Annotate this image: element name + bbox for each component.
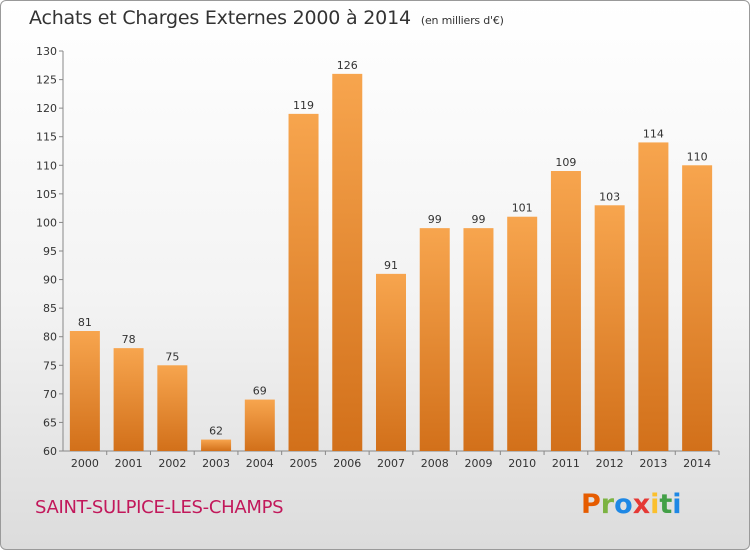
data-label: 114 (643, 127, 664, 140)
bar (594, 205, 625, 451)
y-tick-label: 105 (36, 188, 57, 201)
data-label: 119 (293, 99, 314, 112)
logo-letter: t (659, 489, 673, 520)
x-tick-label: 2004 (246, 457, 274, 470)
data-label: 103 (599, 190, 620, 203)
logo-letter: o (614, 489, 633, 520)
bars (69, 73, 713, 452)
bar (419, 228, 450, 451)
logo-letter: i (650, 489, 660, 520)
y-tick-label: 100 (36, 216, 57, 229)
bar (682, 165, 713, 452)
data-label: 78 (122, 333, 136, 346)
bar (463, 228, 494, 451)
y-tick-label: 95 (43, 245, 57, 258)
data-label: 126 (337, 59, 358, 72)
chart-title-text: Achats et Charges Externes 2000 à 2014 (29, 7, 411, 29)
data-label: 101 (512, 202, 533, 215)
y-tick-label: 75 (43, 359, 57, 372)
bar (332, 73, 363, 451)
y-tick-label: 120 (36, 102, 57, 115)
bar (376, 273, 406, 451)
data-label: 110 (687, 150, 708, 163)
x-tick-label: 2000 (71, 457, 99, 470)
data-label: 81 (78, 316, 92, 329)
chart-title: Achats et Charges Externes 2000 à 2014 (e… (29, 7, 504, 29)
y-tick-label: 60 (43, 445, 57, 458)
bar (638, 142, 669, 451)
y-tick-label: 80 (43, 331, 57, 344)
data-label: 69 (253, 385, 267, 398)
place-name: SAINT-SULPICE-LES-CHAMPS (35, 497, 284, 518)
y-tick-label: 115 (36, 131, 57, 144)
y-tick-label: 125 (36, 74, 57, 87)
proxiti-logo[interactable]: Proxiti (581, 489, 682, 520)
logo-letter: r (600, 489, 615, 520)
data-label: 109 (555, 156, 576, 169)
bar (244, 399, 275, 451)
x-tick-label: 2007 (377, 457, 405, 470)
x-tick-label: 2010 (508, 457, 536, 470)
chart-subtitle: (en milliers d'€) (420, 14, 504, 27)
x-tick-label: 2002 (158, 457, 186, 470)
logo-letter: i (672, 489, 682, 520)
data-label: 99 (471, 213, 485, 226)
x-tick-label: 2011 (552, 457, 580, 470)
logo-letter: P (581, 489, 601, 520)
data-labels: 81 78 75 62 69 119 126 91 99 99 101 109 103 114 110 (78, 59, 708, 438)
y-tick-label: 70 (43, 388, 57, 401)
data-label: 75 (165, 350, 179, 363)
data-label: 91 (384, 259, 398, 272)
x-tick-label: 2001 (115, 457, 143, 470)
y-tick-label: 110 (36, 159, 57, 172)
bar (113, 348, 144, 451)
x-tick-label: 2008 (421, 457, 449, 470)
bar (201, 439, 232, 451)
x-tick-label: 2006 (333, 457, 361, 470)
data-label: 99 (428, 213, 442, 226)
x-tick-label: 2013 (639, 457, 667, 470)
x-tick-label: 2003 (202, 457, 230, 470)
y-tick-label: 85 (43, 302, 57, 315)
x-tick-label: 2005 (290, 457, 318, 470)
data-label: 62 (209, 425, 223, 438)
bar (288, 113, 319, 451)
bar (157, 365, 188, 451)
bar (507, 216, 538, 451)
y-tick-label: 90 (43, 274, 57, 287)
bar (550, 171, 581, 451)
bar (69, 331, 100, 451)
x-tick-label: 2009 (464, 457, 492, 470)
x-tick-label: 2012 (596, 457, 624, 470)
y-tick-label: 130 (36, 45, 57, 58)
logo-letter: x (632, 489, 651, 520)
y-tick-label: 65 (43, 416, 57, 429)
x-tick-label: 2014 (683, 457, 711, 470)
